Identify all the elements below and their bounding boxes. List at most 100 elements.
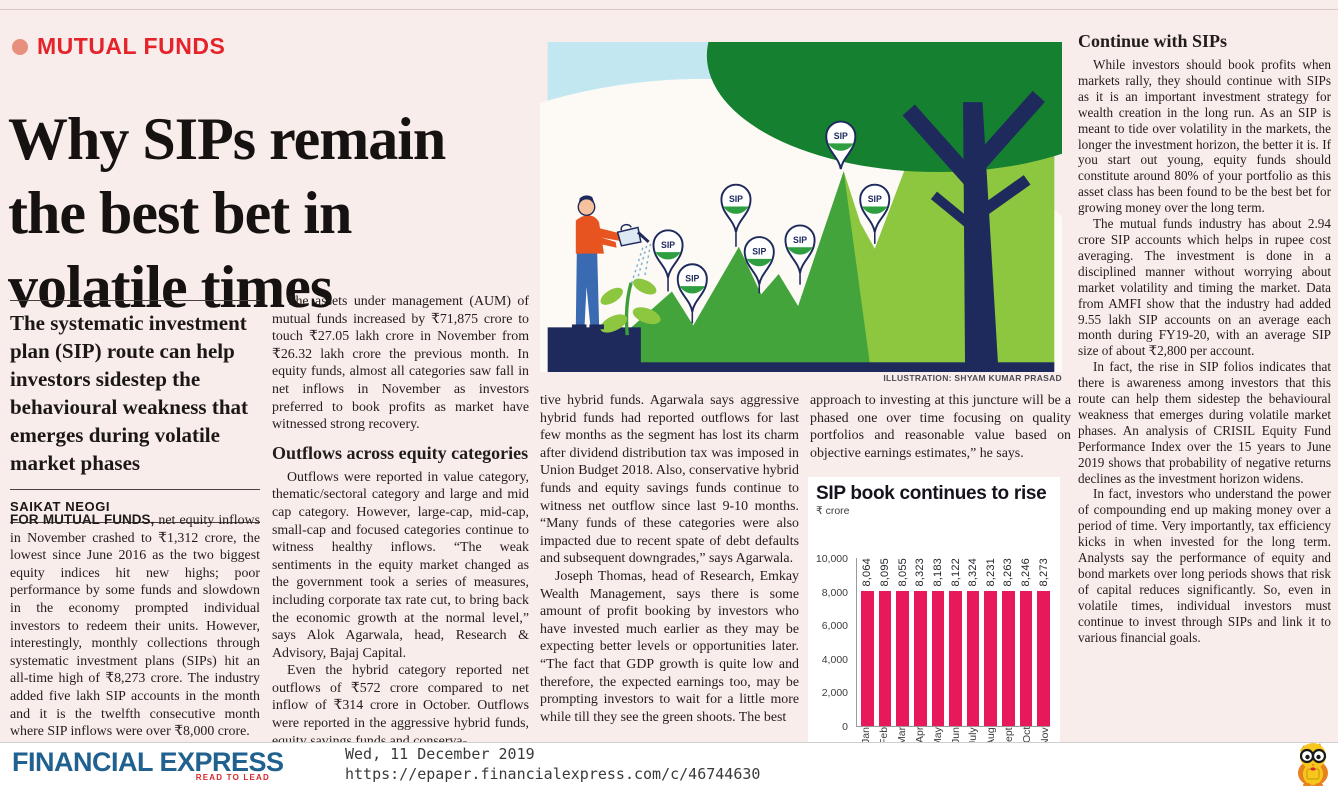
ground-band [631, 362, 1055, 372]
logo-wordmark: FINANCIAL EXPRESS [12, 747, 284, 777]
bar [966, 590, 980, 726]
section-label: MUTUAL FUNDS [37, 33, 226, 59]
bar-column: 8,246 [1019, 558, 1033, 726]
chart-title: SIP book continues to rise [816, 483, 1047, 504]
bar-value-label: 8,064 [861, 558, 874, 587]
sip-pin: SIP [652, 229, 684, 292]
article-illustration: SIP SIP SIP SIP [540, 42, 1062, 372]
bar-column: 8,323 [913, 558, 927, 726]
bar [1019, 590, 1033, 726]
bar-column: 8,064 [861, 558, 874, 726]
y-tick-label: 10,000 [815, 553, 848, 565]
rule-above-standfirst [10, 300, 260, 301]
bar [861, 590, 874, 726]
sip-pin: SIP [720, 183, 752, 247]
epaper-footer: FINANCIAL EXPRESS READ TO LEAD Wed, 11 D… [0, 742, 1338, 786]
paragraph: Even the hybrid category reported net ou… [272, 663, 529, 743]
article-headline: Why SIPs remain the best bet in volatile… [8, 106, 446, 321]
paragraph: In fact, investors who understand the po… [1078, 486, 1331, 645]
y-tick-label: 6,000 [821, 620, 848, 633]
subhead-outflows: Outflows across equity categories [272, 442, 529, 463]
zigzag-mountain [623, 171, 870, 365]
bar-column: 8,324 [966, 558, 980, 726]
article-standfirst: The systematic investment plan (SIP) rou… [10, 311, 249, 475]
bar-column: 8,263 [1002, 558, 1015, 726]
bar-value-label: 8,183 [931, 558, 944, 587]
section-kicker: MUTUAL FUNDS [12, 33, 225, 60]
man-watering [571, 195, 652, 330]
bar-column: 8,231 [984, 558, 998, 726]
platform [547, 327, 641, 372]
standfirst-block: The systematic investment plan (SIP) rou… [10, 300, 260, 523]
bar [1037, 590, 1051, 726]
pin-label: SIP [793, 235, 807, 245]
bar [949, 590, 962, 726]
paragraph: tive hybrid funds. Agarwala says aggress… [540, 393, 799, 567]
bar-value-label: 8,122 [949, 558, 962, 587]
article-byline: SAIKAT NEOGI [10, 499, 111, 514]
bar [913, 590, 927, 726]
y-tick-label: 2,000 [821, 687, 848, 700]
body-column-1: FOR MUTUAL FUNDS, net equity inflows in … [10, 511, 260, 742]
bar [1002, 590, 1015, 726]
body-column-5: Continue with SIPs While investors shoul… [1078, 30, 1331, 743]
paragraph: FOR MUTUAL FUNDS, net equity inflows in … [10, 511, 260, 741]
sip-pin: SIP [784, 224, 816, 285]
bar-value-label: 8,324 [967, 558, 980, 587]
body-column-4: approach to investing at this juncture w… [810, 392, 1071, 474]
bar-value-label: 8,273 [1037, 558, 1050, 587]
clip-url[interactable]: https://epaper.financialexpress.com/c/46… [345, 765, 761, 783]
pin-label: SIP [661, 240, 675, 250]
sip-pin: SIP [825, 120, 857, 170]
sip-pin: SIP [743, 236, 775, 294]
bar-value-label: 8,246 [1020, 558, 1033, 587]
sip-pins: SIP SIP SIP SIP [652, 120, 891, 324]
bar-column: 8,183 [931, 558, 945, 726]
paragraph: Outflows were reported in value category… [272, 469, 529, 661]
logo-tagline: READ TO LEAD [195, 773, 270, 782]
bar [896, 590, 909, 726]
bar-column: 8,122 [949, 558, 962, 726]
illustration-credit: ILLUSTRATION: SHYAM KUMAR PRASAD [883, 373, 1062, 383]
paragraph: While investors should book profits when… [1078, 57, 1331, 216]
paragraph: approach to investing at this juncture w… [810, 393, 1071, 461]
pin-label: SIP [834, 131, 848, 141]
bar-column: 8,055 [896, 558, 909, 726]
top-divider [0, 9, 1338, 10]
pin-label: SIP [685, 274, 699, 284]
clip-date: Wed, 11 December 2019 [345, 745, 535, 763]
paragraph: The mutual funds industry has about 2.94… [1078, 216, 1331, 359]
chart-unit-label: ₹ crore [816, 505, 850, 517]
subhead-continue: Continue with SIPs [1078, 31, 1228, 51]
tree-trunk [902, 90, 1045, 365]
section-dot-icon [12, 38, 28, 55]
chart-plot-area: 10,000 8,000 6,000 4,000 2,000 0 8,064 8,095 8,… [816, 553, 1052, 733]
financial-express-logo: FINANCIAL EXPRESS READ TO LEAD [12, 747, 332, 783]
chart-bars: 8,064 8,095 8,055 8,323 8,183 8,122 8,324 8,231… [856, 558, 1051, 727]
y-tick-label: 4,000 [821, 653, 848, 666]
body-column-2: The assets under management (AUM) of mut… [272, 293, 529, 743]
rule-below-standfirst [10, 489, 260, 490]
y-tick-label: 0 [842, 721, 848, 733]
bar [878, 590, 892, 726]
chart-y-axis: 10,000 8,000 6,000 4,000 2,000 0 [816, 553, 852, 733]
bar [931, 590, 945, 726]
bar-value-label: 8,231 [984, 558, 997, 587]
clip-stamp: Wed, 11 December 2019 https://epaper.fin… [345, 744, 760, 784]
bar-value-label: 8,095 [878, 558, 891, 587]
rule-below-byline [10, 522, 260, 523]
bar-value-label: 8,323 [914, 558, 927, 587]
sprout-plant [600, 278, 661, 336]
paragraph: In fact, the rise in SIP folios indicate… [1078, 359, 1331, 486]
bar-value-label: 8,263 [1002, 558, 1015, 587]
body-column-3: tive hybrid funds. Agarwala says aggress… [540, 392, 799, 743]
paragraph-text: net equity inflows in November crashed t… [10, 513, 260, 740]
owl-mascot-icon [1290, 739, 1338, 786]
sip-pin: SIP [676, 263, 708, 324]
sip-pin: SIP [859, 183, 891, 244]
pin-label: SIP [752, 247, 766, 257]
paragraph: The assets under management (AUM) of mut… [272, 294, 529, 433]
pin-label: SIP [729, 194, 743, 204]
bar-column: 8,095 [878, 558, 892, 726]
